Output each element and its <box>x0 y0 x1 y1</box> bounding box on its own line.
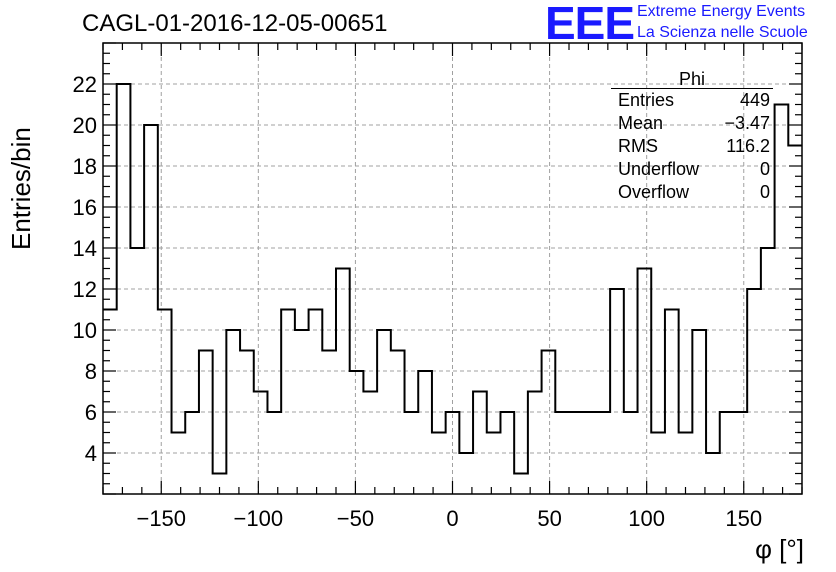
histogram-bin <box>761 248 775 494</box>
y-axis-label: Entries/bin <box>6 127 36 250</box>
stats-value: 0 <box>759 159 770 179</box>
histogram-bin <box>240 351 254 495</box>
histogram-bin <box>432 433 446 495</box>
histogram-bin <box>295 330 309 494</box>
histogram-bin <box>185 412 199 494</box>
y-tick-label: 14 <box>73 236 97 261</box>
histogram-bin <box>555 412 569 494</box>
x-tick-label: −150 <box>136 506 186 531</box>
histogram-bin <box>747 289 761 494</box>
histogram-bin <box>583 412 597 494</box>
histogram-bin <box>596 412 610 494</box>
x-tick-label: 150 <box>725 506 762 531</box>
histogram-bin <box>665 310 679 495</box>
x-tick-label: 100 <box>628 506 665 531</box>
histogram-bin <box>226 330 240 494</box>
stats-value: 449 <box>739 90 770 110</box>
stats-label: Entries <box>618 90 675 110</box>
x-tick-label: −50 <box>337 506 374 531</box>
y-tick-label: 10 <box>73 318 97 343</box>
histogram-bin <box>144 125 158 494</box>
histogram-bin <box>569 412 583 494</box>
x-tick-label: −100 <box>234 506 284 531</box>
logo-line-1: Extreme Energy Events <box>637 3 806 20</box>
histogram-bin <box>610 289 624 494</box>
x-tick-label: 50 <box>537 506 561 531</box>
histogram-bin <box>487 433 501 495</box>
histogram-bin <box>679 433 693 495</box>
histogram-bin <box>720 412 734 494</box>
histogram-bin <box>199 351 213 495</box>
stats-row-mean: Mean −3.47 <box>611 112 773 135</box>
histogram-bin <box>514 474 528 495</box>
histogram-bin <box>775 105 789 495</box>
stats-row-underflow: Underflow 0 <box>611 158 773 181</box>
y-tick-label: 18 <box>73 154 97 179</box>
histogram-bin <box>350 371 364 494</box>
histogram-series <box>103 83 802 475</box>
stats-label: Underflow <box>618 159 700 179</box>
stats-box-title: Phi <box>611 70 773 89</box>
histogram-bin <box>638 269 652 495</box>
histogram-bin <box>692 330 706 494</box>
stats-box: Phi Entries 449 Mean −3.47 RMS 116.2 Und… <box>611 70 773 204</box>
histogram-bin <box>405 412 419 494</box>
histogram-bin <box>172 433 186 495</box>
histogram-bin <box>267 412 281 494</box>
histogram-bin <box>130 248 144 494</box>
histogram-bin <box>336 269 350 495</box>
x-tick-label: 0 <box>446 506 458 531</box>
stats-label: Overflow <box>618 182 690 202</box>
histogram-bin <box>459 453 473 494</box>
histogram-bin <box>309 310 323 495</box>
stats-label: RMS <box>618 136 658 156</box>
stats-value: 0 <box>759 182 770 202</box>
histogram-bin <box>391 351 405 495</box>
y-tick-label: 6 <box>85 400 97 425</box>
histogram-bin <box>418 371 432 494</box>
stats-label: Mean <box>618 113 664 133</box>
chart-title: CAGL-01-2016-12-05-00651 <box>82 10 388 37</box>
logo-line-2: La Scienza nelle Scuole <box>637 24 808 41</box>
histogram-bin <box>377 330 391 494</box>
stats-value: −3.47 <box>724 113 770 133</box>
histogram-bin <box>706 453 720 494</box>
eee-logo: EEE <box>545 0 635 49</box>
x-axis-label: φ [°] <box>755 534 804 564</box>
histogram-bin <box>158 310 172 495</box>
stats-value: 116.2 <box>726 136 770 156</box>
histogram-bin <box>542 351 556 495</box>
histogram-bin <box>473 392 487 495</box>
histogram-bin <box>322 351 336 495</box>
histogram-bin <box>117 84 131 494</box>
y-tick-label: 12 <box>73 277 97 302</box>
histogram-bin <box>528 392 542 495</box>
histogram-bin <box>363 392 377 495</box>
histogram-bin <box>651 433 665 495</box>
histogram-bin <box>254 392 268 495</box>
y-tick-label: 22 <box>73 72 97 97</box>
y-tick-label: 8 <box>85 359 97 384</box>
y-tick-label: 20 <box>73 113 97 138</box>
stats-row-entries: Entries 449 <box>611 89 773 112</box>
y-tick-label: 4 <box>85 441 97 466</box>
stats-row-rms: RMS 116.2 <box>611 135 773 158</box>
histogram-bin <box>500 412 514 494</box>
y-tick-label: 16 <box>73 195 97 220</box>
histogram-bin <box>281 310 295 495</box>
histogram-bin <box>733 412 747 494</box>
stats-row-overflow: Overflow 0 <box>611 181 773 204</box>
histogram-bin <box>624 412 638 494</box>
